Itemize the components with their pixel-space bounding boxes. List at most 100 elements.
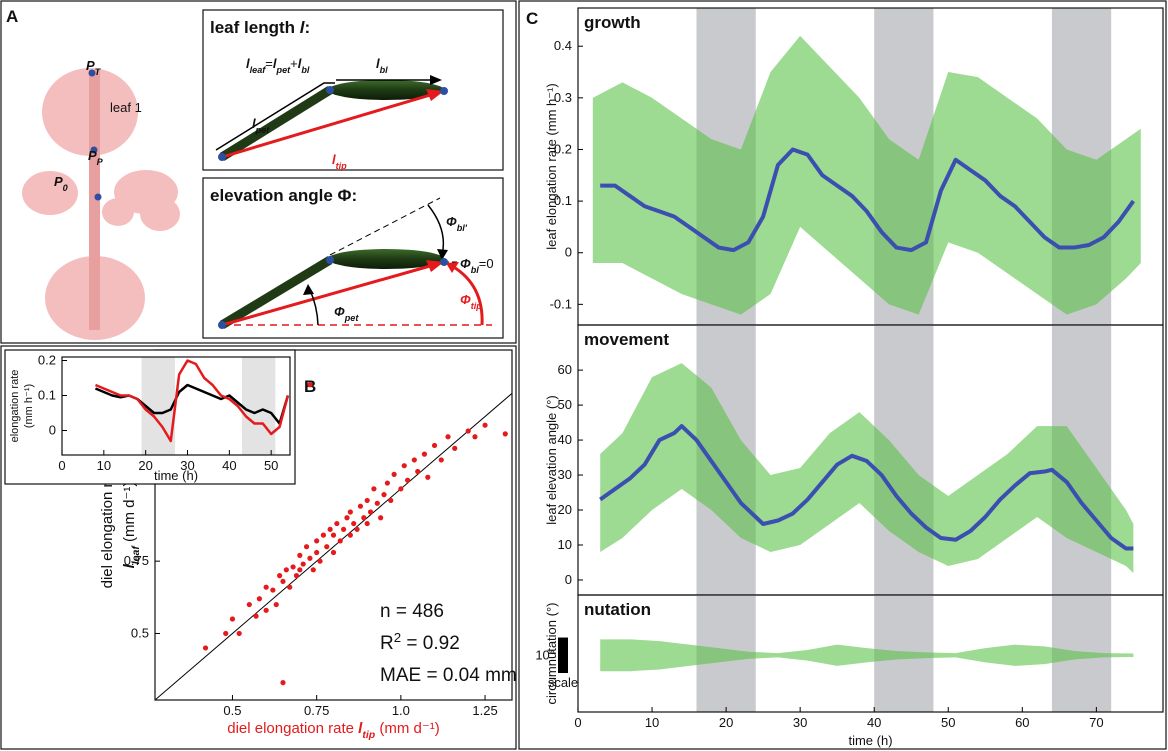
point xyxy=(246,601,252,608)
point xyxy=(223,630,229,637)
point xyxy=(421,451,428,457)
label-part: l xyxy=(300,18,306,37)
x-tick-label: 30 xyxy=(793,715,807,730)
label-part: bl' xyxy=(457,223,468,233)
point xyxy=(431,442,438,449)
point xyxy=(263,607,269,613)
point xyxy=(452,445,458,451)
x-tick-label: 20 xyxy=(719,715,733,730)
plot-area xyxy=(599,325,1134,595)
mean-line xyxy=(600,147,1136,253)
individual-leaves-band xyxy=(600,363,1134,573)
label-part: leaf length xyxy=(210,18,300,37)
y-tick-label: 0.3 xyxy=(554,90,572,105)
label-part: =0 xyxy=(479,256,494,271)
label-part: l xyxy=(246,56,250,71)
label-part: bl xyxy=(301,65,310,75)
individual-leaves-band xyxy=(592,35,1141,315)
label-part: l xyxy=(298,56,302,71)
label-part: P xyxy=(54,174,63,189)
plot-area xyxy=(94,357,290,455)
night-shading xyxy=(241,357,276,455)
y-tick-label: 0.5 xyxy=(131,625,149,640)
label-part: l xyxy=(273,56,277,71)
diagram-label: elevation angle Φ: xyxy=(210,186,357,205)
label-part: Φ xyxy=(460,256,471,271)
individual-leaves-band xyxy=(600,639,1134,672)
label-part: l xyxy=(332,152,336,167)
point xyxy=(293,573,300,579)
leaf-label: PP xyxy=(88,148,104,167)
point xyxy=(320,532,326,538)
point xyxy=(384,480,390,486)
diagram-label: lleaf=lpet+lbl xyxy=(246,56,310,75)
point xyxy=(347,532,353,538)
label-part: l xyxy=(252,116,256,131)
point xyxy=(310,567,316,573)
point xyxy=(287,584,293,590)
mean-line xyxy=(599,424,1134,551)
x-tick-label: 50 xyxy=(941,715,955,730)
label-part: (mm d⁻¹) xyxy=(121,482,138,547)
annotation: MAE = 0.04 mm xyxy=(380,665,517,686)
label-part: bl xyxy=(471,265,480,275)
x-tick-label: 1.0 xyxy=(392,703,410,718)
x-tick-label: 70 xyxy=(1089,715,1103,730)
y-tick-label: 0 xyxy=(565,572,572,587)
point xyxy=(361,515,367,521)
leaf-label: leaf 1 xyxy=(110,100,142,115)
point xyxy=(256,596,263,602)
y-tick-label: 0.1 xyxy=(554,193,572,208)
label-part: bl xyxy=(380,65,389,75)
angle-diagram xyxy=(218,197,492,329)
point xyxy=(303,544,310,550)
scale-text: scale xyxy=(548,675,578,690)
plot-area xyxy=(155,382,512,700)
point xyxy=(502,431,508,437)
label-part: l xyxy=(121,563,138,568)
point xyxy=(314,538,320,544)
y-axis-label: lleaf (mm d⁻¹) xyxy=(121,482,142,569)
diagram-label: Φtip xyxy=(460,292,482,311)
plot-area xyxy=(600,595,1134,712)
x-tick-label: 0.75 xyxy=(304,703,329,718)
identity-line xyxy=(155,393,512,700)
point xyxy=(415,468,421,475)
label-part: 0 xyxy=(63,183,68,193)
diagram-label: lpet xyxy=(252,116,270,135)
panel-title: nutation xyxy=(584,600,651,619)
y-axis-label: leaf elongation rate (mm h⁻¹) xyxy=(544,83,559,250)
point xyxy=(438,457,444,463)
point xyxy=(381,492,387,498)
angle-box xyxy=(202,177,504,339)
leaf-points xyxy=(88,69,102,201)
label-part: (mm d⁻¹) xyxy=(375,720,440,737)
panel-label: A xyxy=(6,7,18,26)
panel-b-box xyxy=(0,345,517,750)
y-tick-label: 30 xyxy=(558,467,572,482)
panel-a-box xyxy=(0,0,517,344)
x-tick-label: 50 xyxy=(264,458,278,473)
x-tick-label: 40 xyxy=(222,458,236,473)
point xyxy=(374,500,380,506)
y-tick-label: 0.1 xyxy=(38,388,56,403)
diagram-label: ltip xyxy=(332,152,347,171)
plot-area xyxy=(592,8,1141,325)
label-part: tip xyxy=(471,301,483,311)
panel-c-box xyxy=(518,0,1167,750)
point xyxy=(482,422,488,428)
point xyxy=(411,457,417,463)
label-part: tip xyxy=(362,729,375,741)
label-part: diel elongation rate xyxy=(227,720,358,737)
label-part: = 0.92 xyxy=(401,633,460,654)
point xyxy=(202,645,209,651)
point xyxy=(300,561,306,567)
point xyxy=(354,526,360,532)
label-part: R xyxy=(380,633,394,654)
point xyxy=(378,515,384,521)
y-tick-label: -0.1 xyxy=(550,296,572,311)
x-tick-label: 0 xyxy=(58,458,65,473)
point xyxy=(307,555,313,561)
x-tick-label: 40 xyxy=(867,715,881,730)
label-part: P xyxy=(86,58,95,73)
